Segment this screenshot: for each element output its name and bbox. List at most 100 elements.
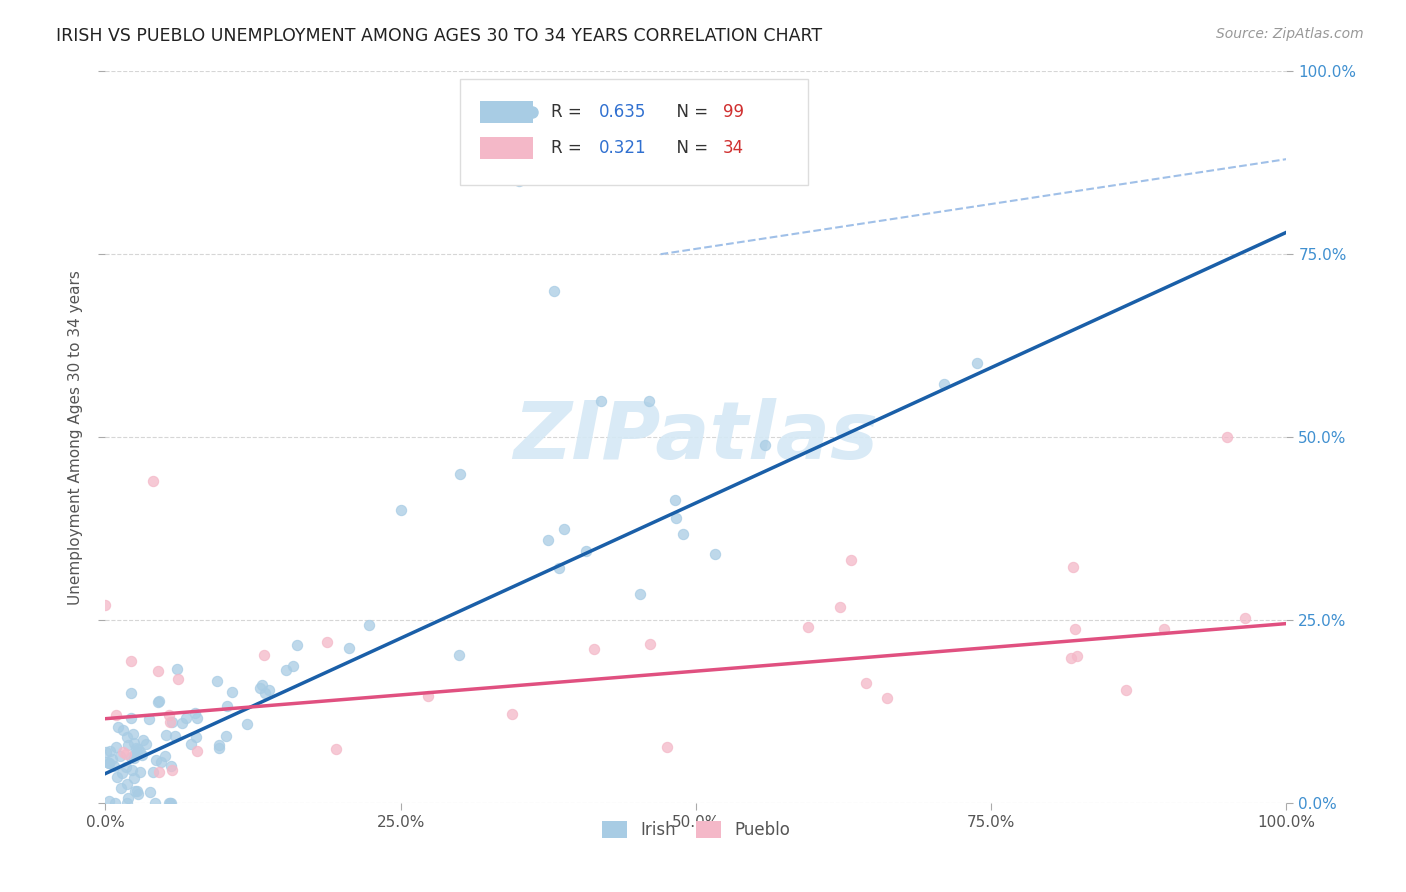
Point xyxy=(357,618,380,632)
Point xyxy=(876,690,898,705)
Point xyxy=(111,746,134,760)
Point xyxy=(129,764,152,779)
Point xyxy=(105,708,128,723)
Point xyxy=(145,753,167,767)
Point xyxy=(159,715,181,730)
Point xyxy=(103,759,125,773)
Point xyxy=(127,788,149,802)
Point xyxy=(172,715,194,730)
Y-axis label: Unemployment Among Ages 30 to 34 years: Unemployment Among Ages 30 to 34 years xyxy=(67,269,83,605)
Point xyxy=(115,760,138,774)
Point xyxy=(94,745,117,759)
Point xyxy=(281,658,304,673)
Point xyxy=(138,712,160,726)
Point xyxy=(125,741,148,756)
Point xyxy=(207,673,229,688)
Point xyxy=(122,772,145,786)
Point xyxy=(221,685,243,699)
Point xyxy=(215,729,238,743)
Point xyxy=(101,752,124,766)
Point xyxy=(236,717,259,731)
Text: N =: N = xyxy=(666,139,714,157)
Point xyxy=(966,356,988,370)
Point xyxy=(142,474,165,488)
Legend: Irish, Pueblo: Irish, Pueblo xyxy=(595,814,797,846)
Point xyxy=(315,634,337,648)
Point xyxy=(162,764,184,778)
Point xyxy=(150,755,173,769)
Point xyxy=(217,698,239,713)
Point xyxy=(104,796,127,810)
Point xyxy=(337,640,360,655)
Point xyxy=(932,376,955,391)
Point xyxy=(672,526,695,541)
Point xyxy=(139,785,162,799)
FancyBboxPatch shape xyxy=(479,137,533,159)
Text: ZIPatlas: ZIPatlas xyxy=(513,398,879,476)
Point xyxy=(637,393,659,408)
Point xyxy=(575,544,598,558)
Point xyxy=(174,711,197,725)
Point xyxy=(253,648,276,662)
Point xyxy=(114,747,136,761)
Point xyxy=(1062,560,1084,574)
Point xyxy=(160,759,183,773)
Point xyxy=(117,791,139,805)
Point xyxy=(257,682,280,697)
Point xyxy=(839,553,862,567)
Point xyxy=(1066,648,1088,663)
Text: R =: R = xyxy=(551,139,586,157)
Point xyxy=(449,467,471,481)
Point xyxy=(180,737,202,751)
Point xyxy=(591,393,613,408)
Point xyxy=(704,548,727,562)
Point xyxy=(120,711,142,725)
Point xyxy=(124,736,146,750)
Point xyxy=(537,533,560,548)
Point xyxy=(105,770,128,784)
Point xyxy=(657,739,679,754)
Point xyxy=(121,654,143,668)
Point xyxy=(110,766,132,780)
Text: 0.321: 0.321 xyxy=(599,139,647,157)
Point xyxy=(127,784,149,798)
Point xyxy=(110,781,132,796)
Point xyxy=(124,784,146,798)
Point xyxy=(162,714,184,729)
Text: Source: ZipAtlas.com: Source: ZipAtlas.com xyxy=(1216,27,1364,41)
Point xyxy=(553,522,575,536)
Point xyxy=(249,681,271,695)
Point xyxy=(830,600,852,615)
Point xyxy=(548,560,571,574)
Point xyxy=(640,637,662,651)
Point xyxy=(124,747,146,761)
Point xyxy=(254,686,277,700)
Text: 99: 99 xyxy=(723,103,744,120)
Point xyxy=(97,756,120,770)
Point xyxy=(127,742,149,756)
Point xyxy=(628,587,651,601)
Point xyxy=(135,737,157,751)
Point xyxy=(110,749,132,764)
Point xyxy=(287,638,309,652)
Point xyxy=(146,664,169,678)
Point xyxy=(157,707,180,722)
Text: 0.635: 0.635 xyxy=(599,103,647,120)
FancyBboxPatch shape xyxy=(479,101,533,122)
Point xyxy=(389,503,412,517)
Point xyxy=(274,663,297,677)
Point xyxy=(797,620,820,634)
Point xyxy=(115,731,138,745)
Point xyxy=(508,174,530,188)
Text: N =: N = xyxy=(666,103,714,120)
Point xyxy=(155,749,177,764)
Point xyxy=(186,744,208,758)
Point xyxy=(166,662,188,676)
Point xyxy=(1153,622,1175,636)
Point xyxy=(129,745,152,759)
Point xyxy=(1115,683,1137,698)
Point xyxy=(142,765,165,780)
Point xyxy=(1234,611,1257,625)
Text: R =: R = xyxy=(551,103,586,120)
Point xyxy=(186,711,208,725)
